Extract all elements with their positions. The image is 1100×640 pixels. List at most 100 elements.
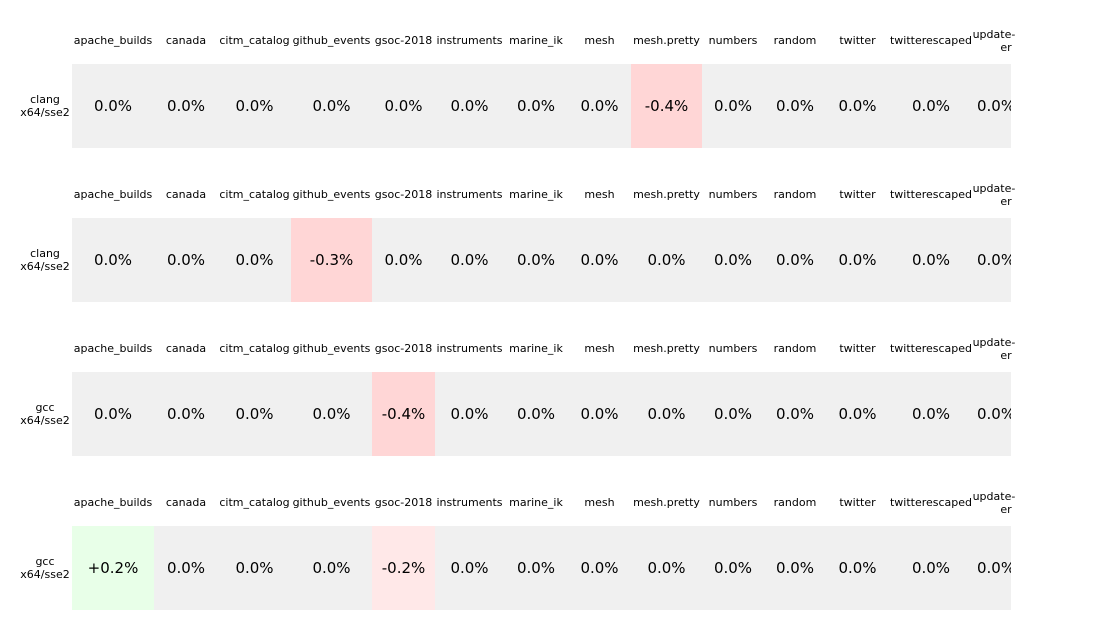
column-label: apache_builds (73, 496, 153, 509)
cell-value: 0.0% (838, 559, 877, 577)
column-label: github_events (292, 188, 371, 201)
cell-value: 0.0% (235, 97, 274, 115)
cell-value: 0.0% (838, 405, 877, 423)
column-label: gsoc-2018 (374, 34, 433, 47)
cell-value: 0.0% (312, 405, 351, 423)
column-label: apache_builds (73, 188, 153, 201)
column-label: marine_ik (509, 188, 563, 201)
cell-value: 0.0% (235, 559, 274, 577)
column-label: mesh (584, 496, 615, 509)
cell-value: 0.0% (93, 405, 133, 423)
cell-value: 0.0% (647, 251, 686, 269)
column-label: canada (165, 34, 207, 47)
cell-value: 0.0% (384, 97, 423, 115)
cell-value: -0.4% (381, 405, 426, 423)
cell-value: 0.0% (775, 97, 815, 115)
column-label: marine_ik (509, 34, 563, 47)
column-label: mesh.pretty (633, 496, 700, 509)
cell-value: 0.0% (911, 97, 951, 115)
column-label: twitter (839, 188, 876, 201)
column-label: twitterescaped (889, 342, 973, 355)
row-label: gcc x64/sse2 (20, 401, 70, 427)
cell-value: 0.0% (235, 251, 274, 269)
heatmap-cell (291, 218, 372, 302)
heatmap-panel: apache_builds canada citm_catalog github_ev… (0, 308, 1100, 462)
cell-value: 0.0% (713, 251, 753, 269)
cell-value: 0.0% (647, 405, 686, 423)
row-background (72, 372, 1011, 456)
heatmap-cell (372, 372, 435, 456)
column-label: instruments (436, 496, 503, 509)
cell-value: 0.0% (166, 405, 206, 423)
cell-value: 0.0% (911, 251, 951, 269)
column-label: mesh (584, 188, 615, 201)
cell-value: 0.0% (838, 251, 877, 269)
cell-value: 0.0% (977, 559, 1011, 577)
cell-value: 0.0% (977, 405, 1011, 423)
column-label: numbers (708, 496, 758, 509)
cell-value: 0.0% (713, 559, 753, 577)
cell-value: 0.0% (775, 251, 815, 269)
column-label: apache_builds (73, 34, 153, 47)
cell-value: 0.0% (166, 97, 206, 115)
cell-value: 0.0% (235, 405, 274, 423)
column-label: github_events (292, 342, 371, 355)
cell-value: -0.3% (309, 251, 354, 269)
column-label: instruments (436, 342, 503, 355)
row-label: clang x64/sse2 (20, 247, 70, 273)
column-label: canada (165, 188, 207, 201)
column-label: instruments (436, 188, 503, 201)
cell-value: 0.0% (580, 97, 619, 115)
column-label: twitterescaped (889, 188, 973, 201)
column-label: random (773, 34, 817, 47)
cell-value: 0.0% (713, 405, 753, 423)
column-label: citm_catalog (219, 34, 290, 47)
column-label: mesh.pretty (633, 188, 700, 201)
heatmap-panel: apache_builds canada citm_catalog github_ev… (0, 0, 1100, 154)
cell-value: -0.2% (381, 559, 426, 577)
column-label: update-center (972, 336, 1040, 362)
column-label: numbers (708, 342, 758, 355)
cell-value: 0.0% (516, 97, 556, 115)
cell-value: 0.0% (580, 405, 619, 423)
cell-value: 0.0% (93, 97, 133, 115)
cell-value: 0.0% (516, 405, 556, 423)
cell-value: 0.0% (713, 97, 753, 115)
cell-value: -0.4% (644, 97, 689, 115)
column-label: twitterescaped (889, 34, 973, 47)
row-label: gcc x64/sse2 (20, 555, 70, 581)
column-label: update-center (972, 490, 1040, 516)
cell-value: 0.0% (977, 251, 1011, 269)
column-label: marine_ik (509, 496, 563, 509)
cell-value: 0.0% (166, 251, 206, 269)
cell-value: 0.0% (911, 405, 951, 423)
cell-value: 0.0% (450, 97, 489, 115)
column-label: citm_catalog (219, 188, 290, 201)
cell-value: 0.0% (516, 251, 556, 269)
column-label: update-center (972, 182, 1040, 208)
column-label: gsoc-2018 (374, 496, 433, 509)
row-background (72, 64, 1011, 148)
cell-value: 0.0% (384, 251, 423, 269)
row-background (72, 218, 1011, 302)
cell-value: 0.0% (166, 559, 206, 577)
column-label: gsoc-2018 (374, 188, 433, 201)
column-label: twitter (839, 496, 876, 509)
cell-value: 0.0% (775, 405, 815, 423)
column-label: github_events (292, 496, 371, 509)
cell-value: 0.0% (977, 97, 1011, 115)
column-label: random (773, 188, 817, 201)
cell-value: 0.0% (580, 559, 619, 577)
column-label: instruments (436, 34, 503, 47)
column-label: random (773, 496, 817, 509)
row-label: clang x64/sse2 (20, 93, 70, 119)
cell-value: 0.0% (647, 559, 686, 577)
column-label: mesh (584, 342, 615, 355)
column-label: twitter (839, 34, 876, 47)
column-label: mesh.pretty (633, 34, 700, 47)
column-label: marine_ik (509, 342, 563, 355)
column-label: update-center (972, 28, 1040, 54)
cell-value: +0.2% (87, 559, 139, 577)
cell-value: 0.0% (312, 559, 351, 577)
column-label: mesh.pretty (633, 342, 700, 355)
